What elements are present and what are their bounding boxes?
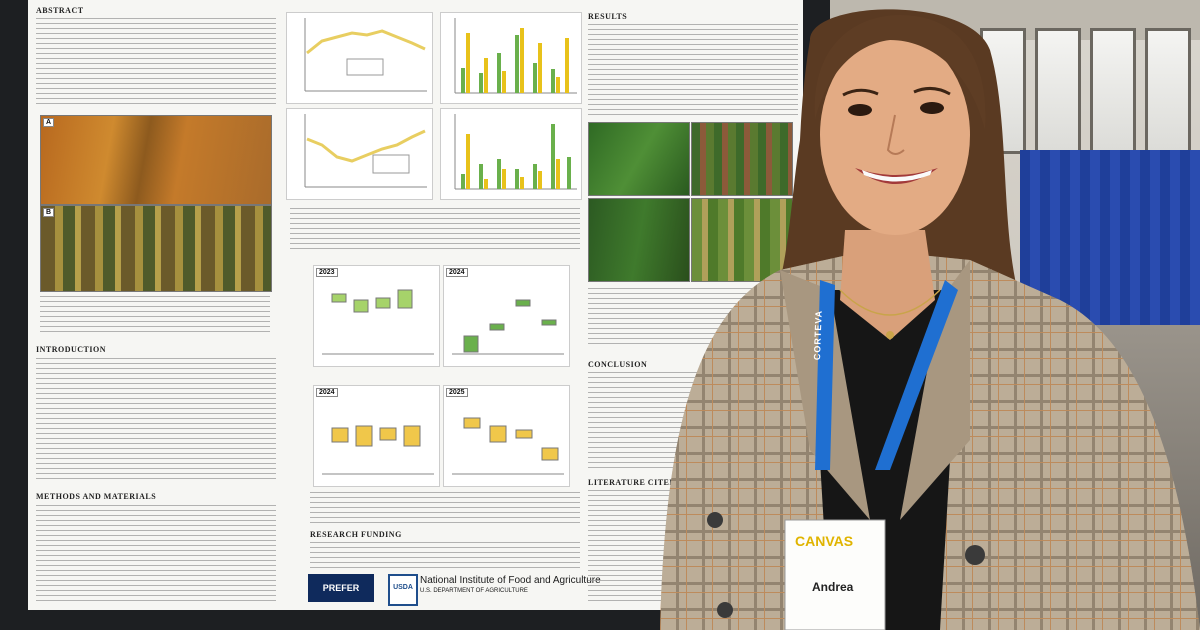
boxplot-chart: 2023	[313, 265, 440, 367]
badge-name: Andrea	[812, 580, 854, 594]
introduction-heading: INTRODUCTION	[36, 345, 107, 354]
conclusion-heading: CONCLUSION	[588, 360, 648, 369]
plot-photo	[691, 122, 793, 196]
methods-heading: METHODS AND MATERIALS	[36, 492, 157, 501]
boxplot-year-label: 2025	[446, 388, 468, 397]
methods-text	[36, 505, 276, 605]
funding-text	[310, 542, 580, 568]
bar-chart-svg	[454, 114, 577, 190]
hall-window	[1035, 28, 1081, 154]
poster-board: ABSTRACT A B INTRODUCTION METHODS AND MA…	[0, 0, 830, 630]
weather-line-chart	[286, 12, 433, 104]
weather-line-chart	[286, 108, 433, 200]
nifa-logo: National Institute of Food and Agricultu…	[420, 574, 660, 602]
panel-label: A	[43, 118, 55, 127]
boxplot-svg	[322, 289, 434, 355]
figure-caption	[290, 208, 580, 250]
panel-label: B	[43, 208, 55, 217]
boxplot-svg	[452, 417, 564, 475]
line-chart-svg	[304, 114, 427, 188]
bar-chart-svg	[454, 18, 577, 94]
plot-photo	[588, 122, 690, 196]
boxplot-chart: 2025	[443, 385, 570, 487]
abstract-heading: ABSTRACT	[36, 6, 84, 15]
results-text	[588, 24, 798, 119]
aerial-plots-photo: B	[40, 205, 272, 292]
plot-photo	[588, 198, 690, 282]
boxplot-year-label: 2023	[316, 268, 338, 277]
sponsor-logos: PREFER USDA National Institute of Food a…	[308, 570, 660, 606]
presenter-person	[660, 9, 1200, 630]
boxplot-year-label: 2024	[446, 268, 468, 277]
boxplot-chart: 2024	[313, 385, 440, 487]
figure-caption	[310, 492, 580, 526]
plot-photo	[691, 198, 793, 282]
funding-heading: RESEARCH FUNDING	[310, 530, 402, 539]
prefer-logo: PREFER	[308, 574, 374, 602]
results-heading: RESULTS	[588, 12, 628, 21]
precipitation-bar-chart	[440, 12, 582, 104]
boxplot-chart: 2024	[443, 265, 570, 367]
nifa-name: National Institute of Food and Agricultu…	[420, 575, 601, 586]
boxplot-year-label: 2024	[316, 388, 338, 397]
literature-heading: LITERATURE CITED	[588, 478, 676, 487]
badge-logo: CANVAS	[795, 533, 854, 549]
precipitation-bar-chart	[440, 108, 582, 200]
aerial-field-photo: A	[40, 115, 272, 205]
lanyard-text: CORTEVA	[812, 309, 824, 361]
nifa-subtitle: U.S. DEPARTMENT OF AGRICULTURE	[420, 588, 528, 594]
line-chart-svg	[304, 18, 427, 92]
boxplot-svg	[322, 425, 434, 475]
hall-window	[1090, 28, 1136, 154]
abstract-text	[36, 18, 276, 104]
usda-logo: USDA	[388, 574, 418, 606]
boxplot-svg	[452, 299, 564, 355]
introduction-text	[36, 358, 276, 480]
figure-caption	[40, 296, 270, 332]
